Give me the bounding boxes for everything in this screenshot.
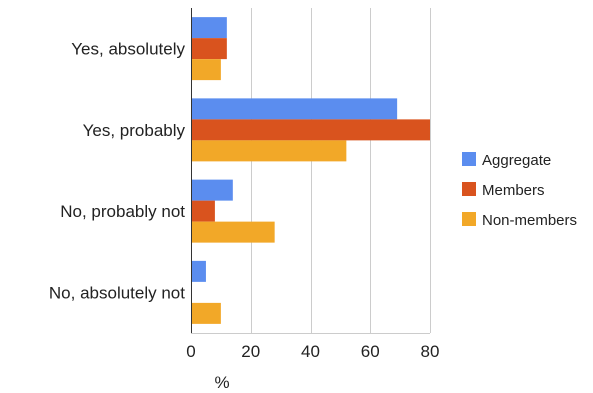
- x-tick-label-80: 80: [421, 342, 440, 361]
- legend-swatch-members: [462, 182, 476, 196]
- bar-aggregate-3: [191, 260, 206, 282]
- category-label-0: Yes, absolutely: [71, 40, 185, 59]
- bar-members-0: [191, 38, 227, 60]
- category-labels: Yes, absolutely Yes, probably No, probably…: [49, 40, 186, 303]
- axes: [191, 8, 430, 334]
- category-label-1: Yes, probably: [83, 121, 186, 140]
- tick-labels: 0 20 40 60 80: [186, 342, 439, 361]
- x-tick-label-20: 20: [241, 342, 260, 361]
- x-tick-label-0: 0: [186, 342, 195, 361]
- legend-swatch-non-members: [462, 212, 476, 226]
- legend: Aggregate Members Non-members: [462, 152, 577, 229]
- legend-label-aggregate: Aggregate: [482, 152, 551, 169]
- x-tick-label-40: 40: [301, 342, 320, 361]
- bar-non-members-3: [191, 302, 221, 324]
- legend-label-members: Members: [482, 182, 545, 199]
- bar-members-1: [191, 119, 430, 141]
- bar-aggregate-0: [191, 17, 227, 39]
- legend-label-non-members: Non-members: [482, 212, 577, 229]
- x-tick-label-60: 60: [361, 342, 380, 361]
- bar-aggregate-1: [191, 98, 398, 120]
- category-label-3: No, absolutely not: [49, 283, 185, 302]
- legend-swatch-aggregate: [462, 152, 476, 166]
- bar-non-members-1: [191, 140, 347, 162]
- bars: [191, 17, 430, 324]
- bar-non-members-0: [191, 59, 221, 81]
- bar-non-members-2: [191, 221, 275, 243]
- category-label-2: No, probably not: [60, 202, 185, 221]
- bar-aggregate-2: [191, 179, 233, 201]
- x-axis-title: %: [214, 373, 229, 392]
- gridlines: [251, 8, 431, 333]
- bar-members-2: [191, 200, 215, 222]
